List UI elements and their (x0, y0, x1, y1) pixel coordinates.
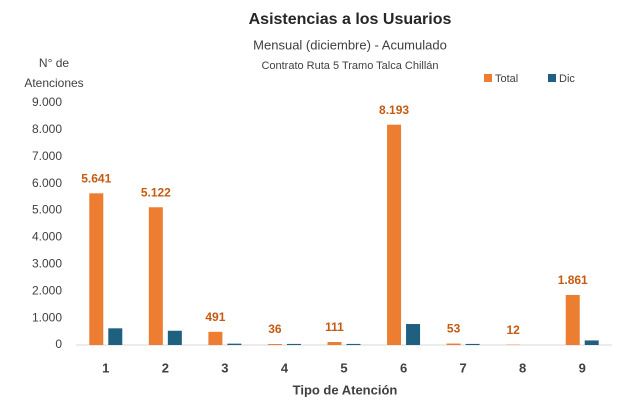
y-axis-label: Atenciones (24, 76, 83, 90)
bar (565, 294, 580, 345)
y-tick-label: 3.000 (32, 257, 62, 271)
chart-subtitle: Mensual (diciembre) - Acumulado (253, 37, 447, 52)
x-tick-label: 5 (340, 360, 347, 375)
legend-label: Dic (559, 73, 575, 85)
bar (346, 343, 361, 345)
bar (465, 343, 480, 345)
bar (89, 193, 104, 345)
y-axis-label: N° de (39, 56, 69, 70)
y-tick-label: 6.000 (32, 176, 62, 190)
x-tick-label: 2 (162, 360, 169, 375)
x-tick-label: 6 (400, 360, 407, 375)
bar (167, 330, 182, 345)
data-label: 491 (205, 310, 225, 324)
bar (446, 343, 461, 345)
y-tick-label: 8.000 (32, 122, 62, 136)
data-label: 8.193 (379, 103, 409, 117)
bar (208, 331, 223, 345)
x-tick-label: 4 (281, 360, 289, 375)
data-label: 53 (447, 322, 461, 336)
data-label: 5.641 (81, 171, 111, 185)
bar (327, 342, 342, 345)
bar (286, 343, 301, 345)
y-tick-label: 4.000 (32, 230, 62, 244)
x-tick-label: 8 (519, 360, 526, 375)
bar (584, 340, 599, 345)
data-label: 1.861 (558, 273, 588, 287)
data-label: 5.122 (141, 185, 171, 199)
legend-swatch (484, 74, 492, 82)
x-tick-label: 3 (221, 360, 228, 375)
y-tick-label: 9.000 (32, 95, 62, 109)
data-label: 12 (506, 323, 520, 337)
x-axis-label: Tipo de Atención (293, 382, 398, 397)
bar (108, 328, 123, 345)
x-tick-label: 9 (579, 360, 586, 375)
data-label: 111 (325, 320, 344, 334)
y-tick-label: 7.000 (32, 149, 62, 163)
bar (406, 324, 421, 345)
legend-label: Total (495, 73, 518, 85)
bar (267, 344, 282, 345)
x-tick-label: 1 (102, 360, 109, 375)
data-label: 36 (268, 322, 282, 336)
y-tick-label: 2.000 (32, 283, 62, 297)
y-tick-label: 5.000 (32, 203, 62, 217)
y-tick-label: 1.000 (32, 310, 62, 324)
chart-subtitle: Contrato Ruta 5 Tramo Talca Chillán (261, 60, 438, 72)
bar (227, 343, 242, 345)
y-tick-label: 0 (55, 337, 62, 351)
legend-swatch (548, 74, 556, 82)
x-tick-label: 7 (459, 360, 466, 375)
chart-title: Asistencias a los Usuarios (249, 11, 452, 28)
bar (148, 207, 163, 345)
bar (387, 124, 402, 345)
